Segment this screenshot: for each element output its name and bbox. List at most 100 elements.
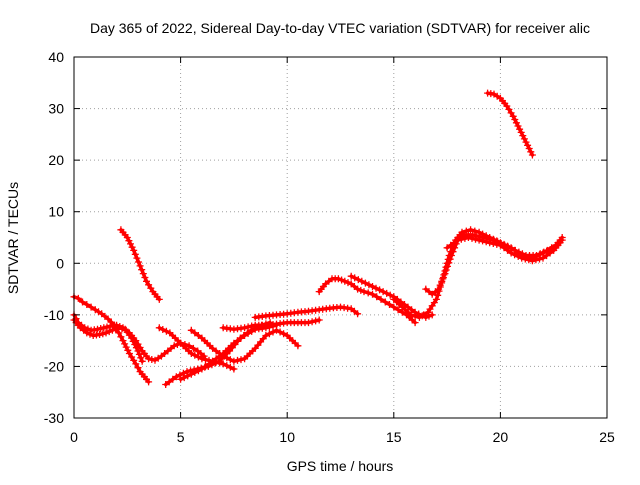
y-tick-label: -30 — [44, 410, 64, 426]
data-point — [467, 226, 475, 234]
data-point — [411, 312, 419, 320]
plot-border — [73, 56, 608, 419]
data-point — [132, 344, 140, 352]
data-point — [425, 312, 433, 320]
data-point — [87, 303, 95, 311]
data-point — [386, 301, 393, 308]
y-tick-label: 0 — [56, 255, 64, 271]
data-point — [141, 274, 149, 281]
chart-title: Day 365 of 2022, Sidereal Day-to-day VTE… — [90, 20, 590, 36]
data-point — [280, 330, 288, 338]
data-point — [334, 275, 342, 283]
data-point — [341, 277, 349, 285]
y-tick-label: 30 — [48, 101, 64, 117]
data-point — [230, 357, 238, 365]
data-point — [237, 356, 245, 364]
data-point — [145, 378, 153, 386]
data-point — [558, 234, 566, 241]
data-point — [121, 340, 129, 348]
data-point — [539, 254, 547, 262]
data-point — [379, 288, 387, 296]
y-tick-label: 20 — [48, 152, 64, 168]
data-point — [415, 313, 423, 321]
data-point — [118, 325, 126, 332]
data-point — [83, 301, 91, 308]
data-point — [434, 291, 442, 299]
data-point — [420, 311, 428, 319]
data-point — [226, 363, 234, 371]
data-point — [117, 333, 125, 341]
data-point — [96, 331, 104, 338]
data-point — [443, 244, 451, 252]
data-point — [536, 255, 543, 263]
data-point — [518, 254, 526, 262]
data-point — [179, 369, 187, 377]
data-point — [312, 317, 320, 325]
data-point — [457, 235, 465, 243]
series-track-d — [117, 226, 163, 303]
data-point — [514, 122, 522, 130]
data-point — [381, 298, 389, 306]
data-point — [365, 281, 373, 289]
data-point — [131, 250, 139, 258]
data-point — [525, 256, 533, 264]
data-point — [100, 324, 108, 332]
data-point — [212, 355, 220, 363]
data-point — [135, 350, 143, 358]
data-point — [241, 324, 249, 332]
data-point — [137, 354, 145, 362]
data-point — [177, 375, 185, 383]
y-tick-label: 40 — [48, 49, 64, 65]
data-point — [511, 246, 519, 254]
data-point — [191, 368, 199, 376]
data-point — [108, 326, 116, 334]
data-point — [119, 337, 127, 345]
data-point — [219, 360, 227, 368]
data-point — [528, 257, 536, 265]
series-track-j — [251, 303, 362, 321]
data-point — [123, 234, 131, 241]
data-point — [468, 234, 476, 242]
data-point — [520, 135, 528, 143]
data-point — [521, 255, 529, 263]
data-point — [373, 293, 381, 301]
data-point — [386, 291, 394, 299]
data-point — [450, 239, 458, 247]
data-point — [411, 319, 419, 327]
data-point — [145, 355, 153, 363]
data-point — [449, 248, 457, 256]
data-point — [165, 378, 173, 386]
series-track-n — [422, 231, 566, 298]
data-point — [475, 236, 483, 244]
data-point — [479, 237, 487, 245]
data-point — [84, 325, 92, 333]
data-point — [407, 311, 415, 319]
data-point — [482, 238, 490, 246]
data-point — [486, 239, 494, 247]
data-point — [136, 262, 144, 270]
data-point — [183, 368, 191, 376]
data-point — [360, 288, 368, 296]
axis-ticks: 0 5 10 15 20 25 -30 -20 -10 0 10 20 30 40 — [44, 49, 615, 445]
data-point — [532, 256, 540, 264]
data-point — [134, 364, 142, 372]
data-point — [527, 148, 535, 156]
data-point — [372, 284, 380, 292]
data-point — [86, 330, 94, 338]
data-point — [104, 315, 112, 323]
data-point — [112, 325, 120, 333]
data-point — [357, 286, 365, 294]
data-point — [315, 316, 323, 324]
data-point — [128, 243, 136, 251]
data-point — [524, 141, 532, 149]
data-point — [436, 281, 444, 289]
data-point — [155, 295, 163, 303]
data-point — [170, 342, 178, 350]
data-point — [99, 330, 107, 338]
data-point — [464, 234, 472, 241]
data-point — [124, 346, 132, 354]
data-point — [518, 250, 526, 258]
series-track-k — [315, 275, 419, 327]
data-point — [428, 311, 436, 319]
data-point — [454, 236, 462, 244]
